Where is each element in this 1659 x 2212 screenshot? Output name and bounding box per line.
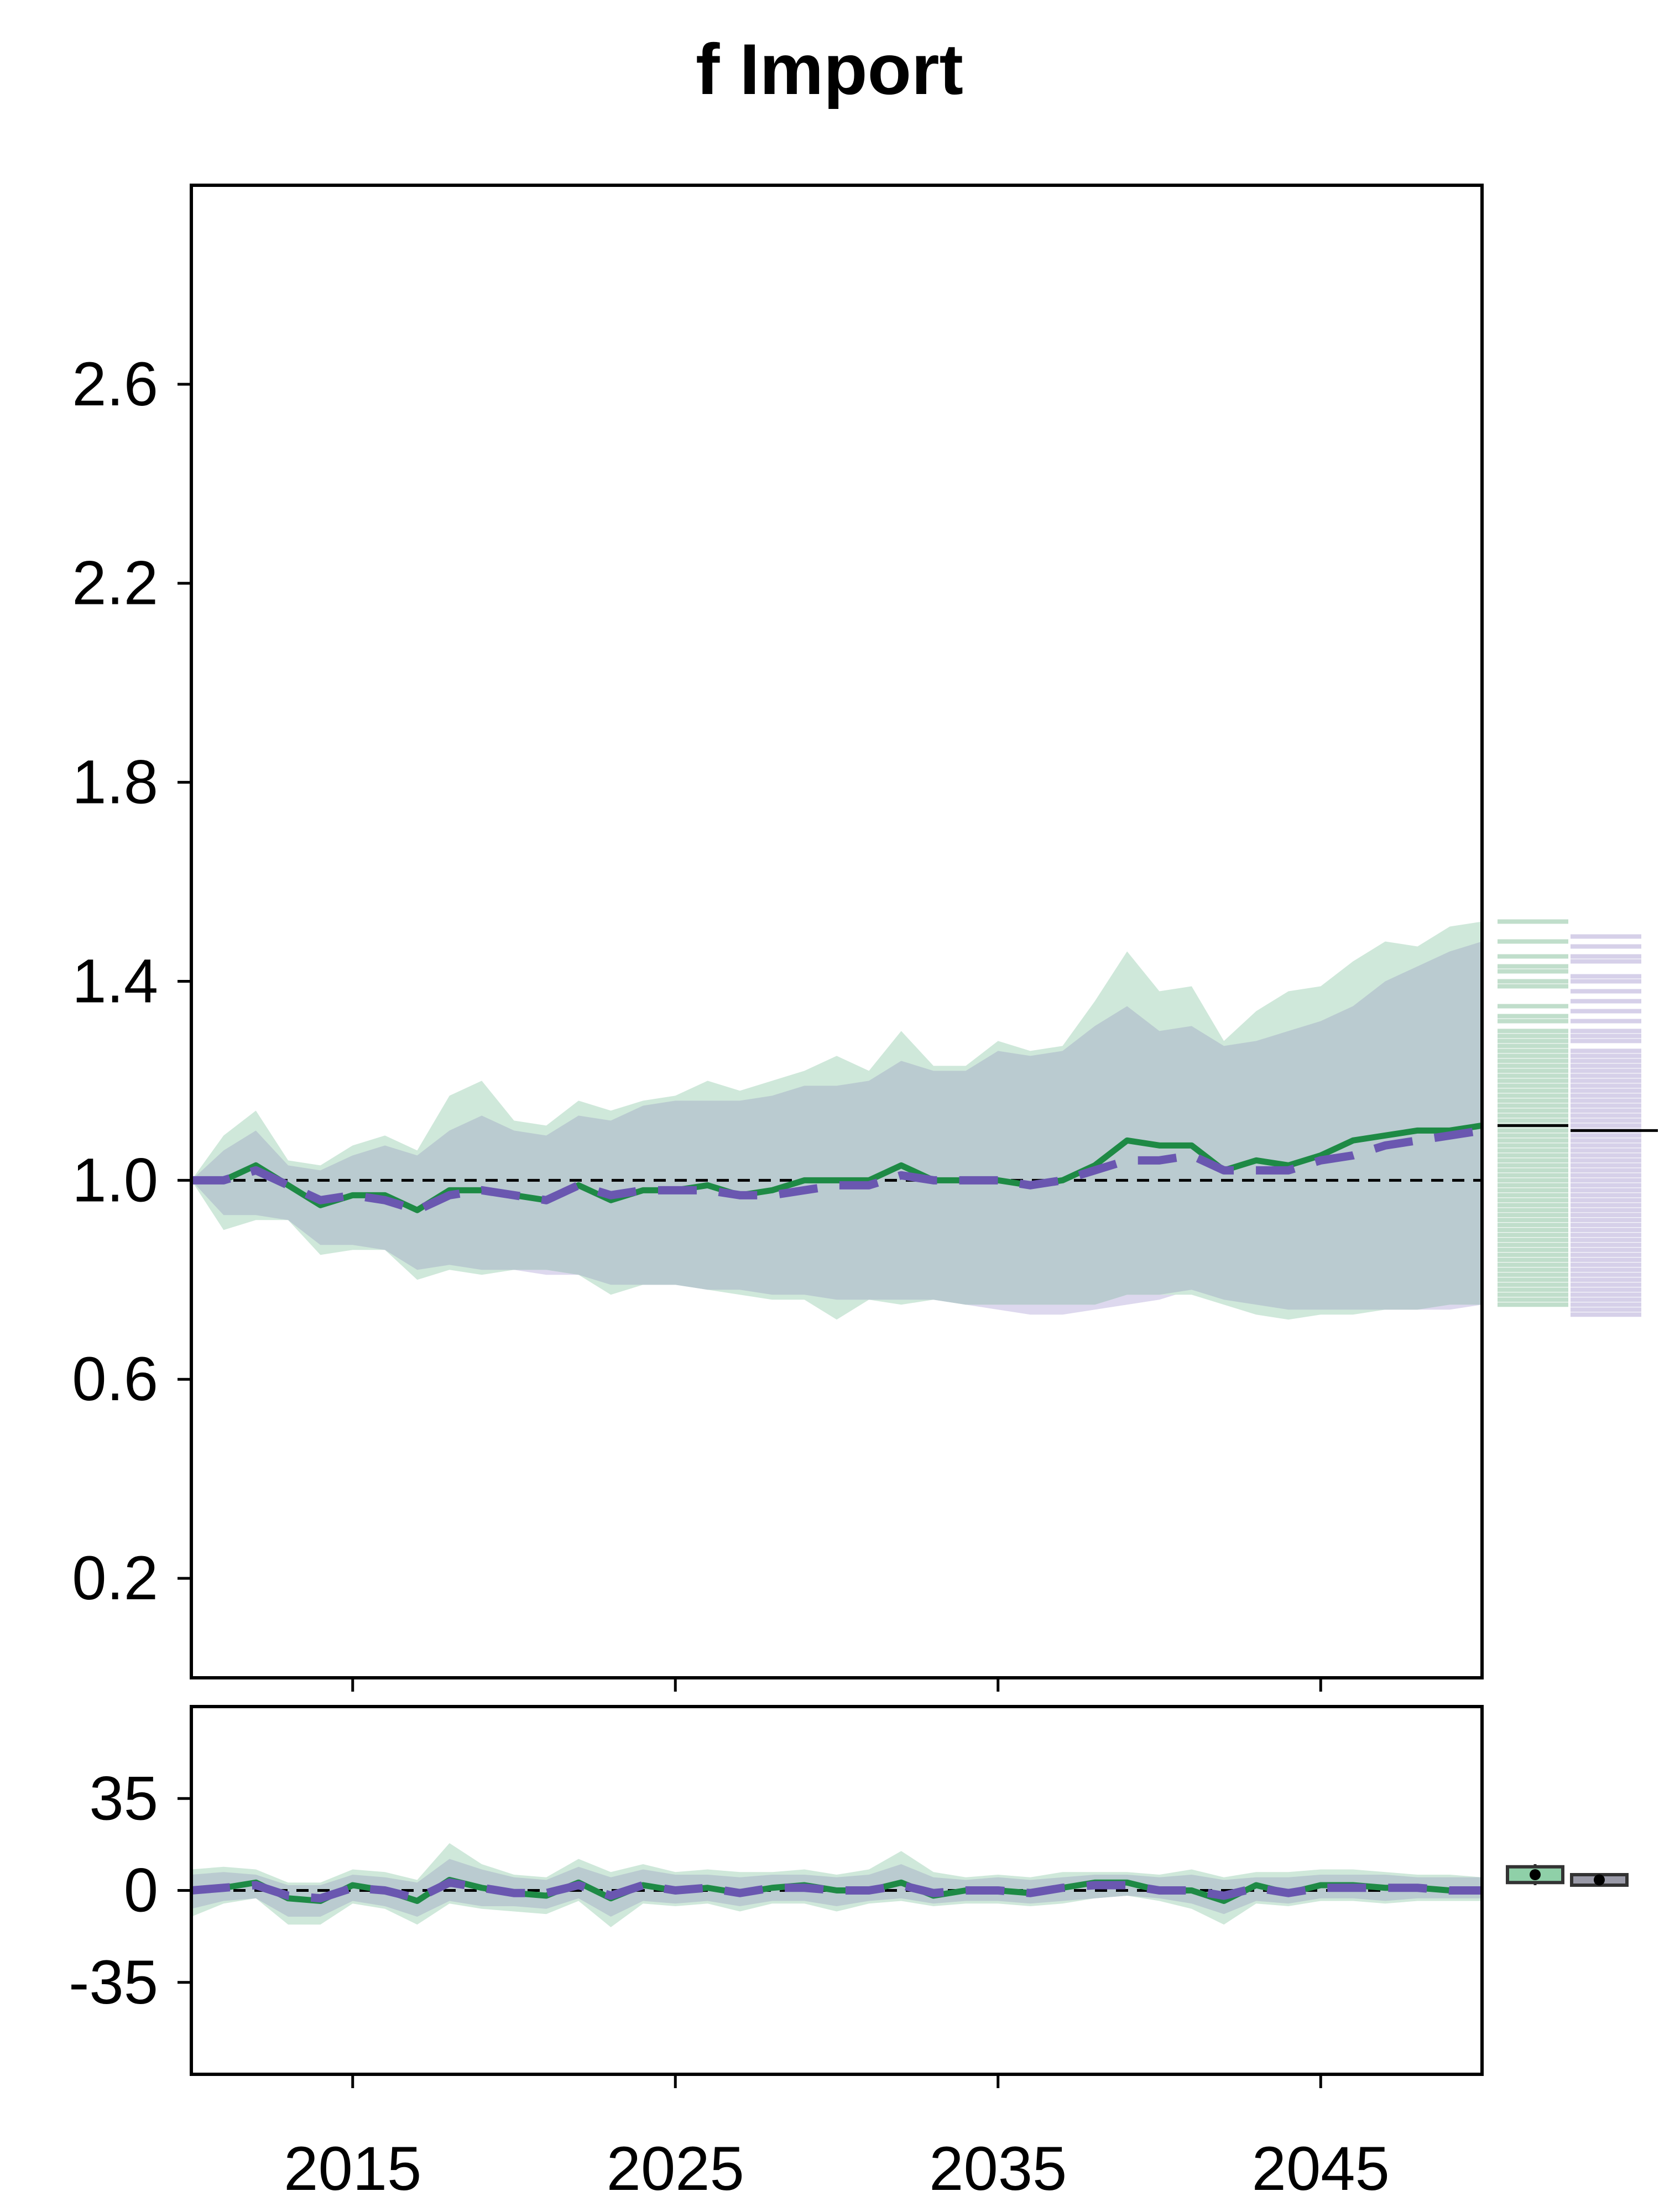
main-panel: 0.2 0.6 1.0 1.4 1.8 2.2 2.6 [72,184,1484,1692]
overlap-band [191,941,1482,1310]
axes-frame [190,184,1484,1679]
lower-panel: -35 0 35 [69,1705,1484,2088]
green-summary-median [1530,1869,1541,1880]
chart-title: f Import [696,29,963,109]
x-tick-label: 2015 [284,2134,421,2203]
y-tick-label: 2.6 [72,349,158,419]
plot-area [191,1843,1482,1927]
y-tick-label: 0.6 [72,1344,158,1413]
x-axis-tick-labels: 2015 2025 2035 2045 [284,2134,1390,2203]
x-tick-label: 2045 [1252,2134,1390,2203]
purple-median-line [191,1126,1482,1214]
y-tick-label: 0.2 [72,1543,158,1613]
lower-summary-boxes [1506,1864,1629,1887]
green-median-line [191,1122,1482,1213]
y-tick-label: 35 [89,1764,158,1833]
y-tick-label: 1.8 [72,748,158,817]
purple-median-line [191,1878,1482,1903]
x-tick-label: 2035 [929,2134,1067,2203]
y-tick-label: 1.4 [72,946,158,1015]
x-tick-label: 2025 [607,2134,744,2203]
purple-summary-median [1594,1874,1605,1886]
y-tick-label: 0 [124,1856,158,1925]
y-tick-label: 2.2 [72,549,158,618]
y-tick-label: 1.0 [72,1145,158,1214]
main-spread-strips [1498,919,1658,1317]
plot-area [191,921,1482,1320]
y-tick-label: -35 [69,1948,158,2017]
